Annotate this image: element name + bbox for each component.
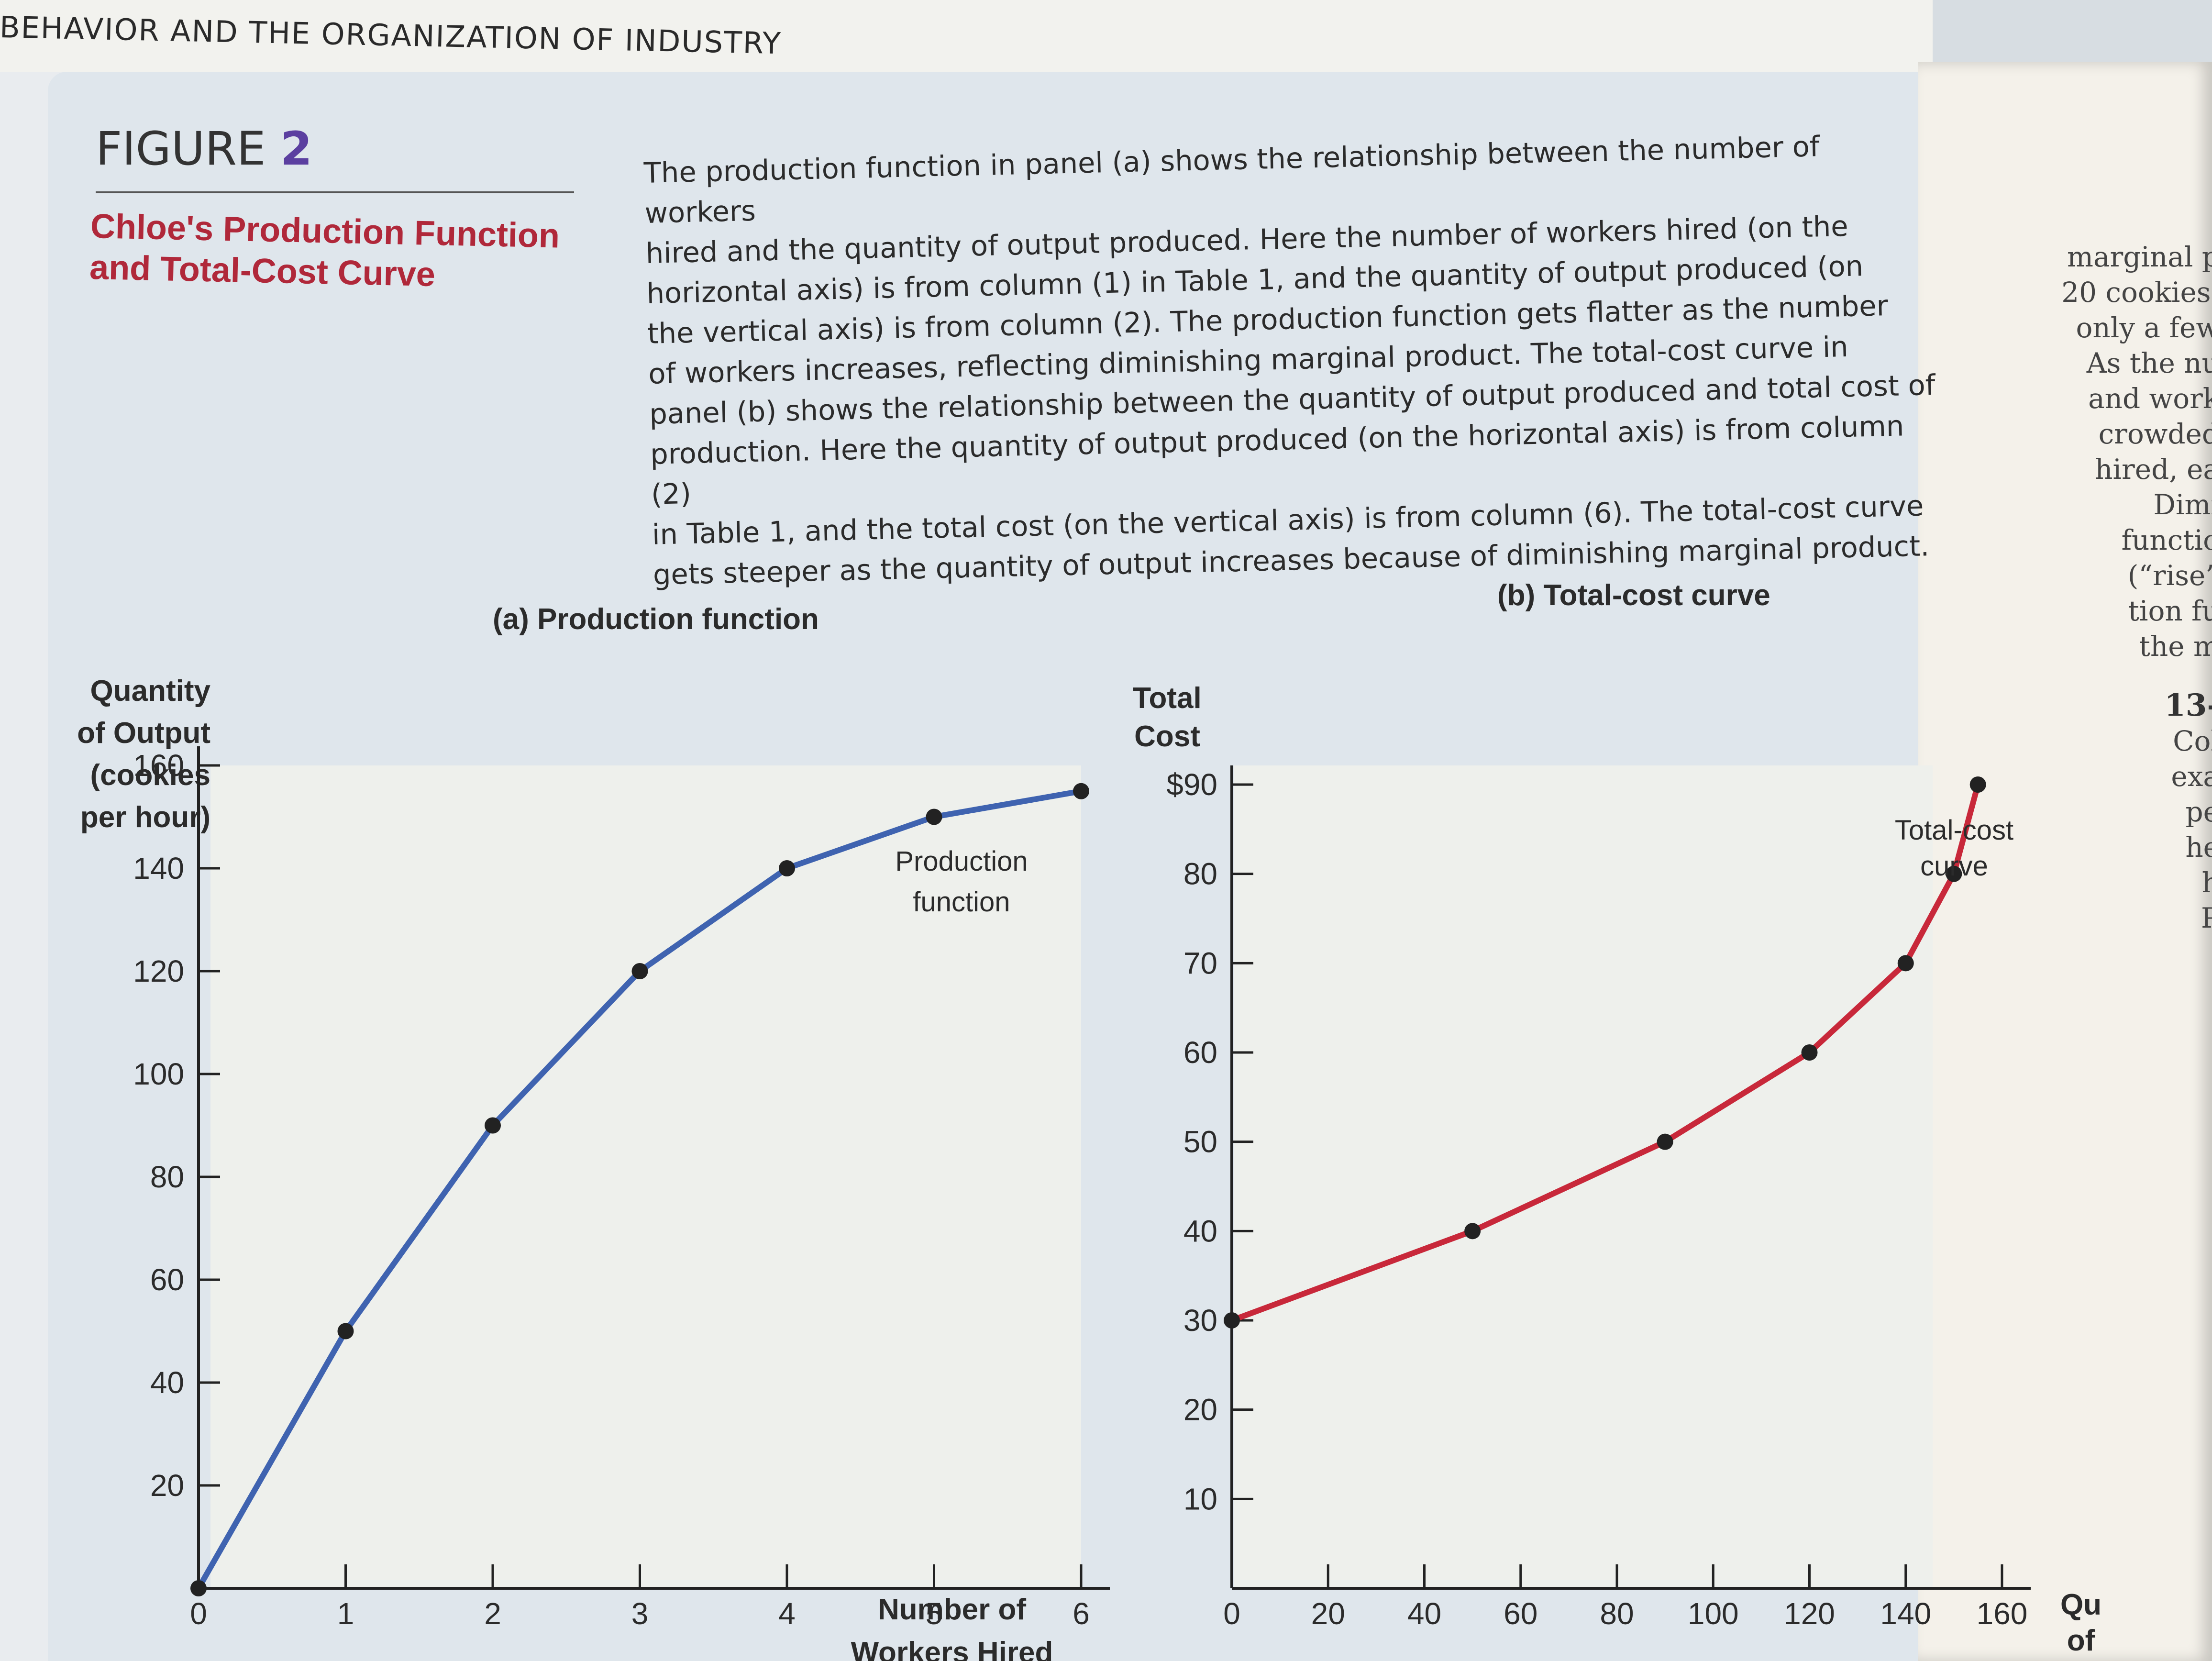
chart-a-y-tick-label: 120: [133, 954, 184, 988]
chart-a-x-tick-label: 1: [337, 1596, 354, 1631]
chart-a-title: (a) Production function: [493, 603, 819, 636]
chart-b-x-tick-label: 0: [1223, 1596, 1240, 1631]
chart-b-curve-label: Total-cost: [1895, 815, 2013, 846]
chart-a-data-point: [190, 1580, 207, 1596]
chart-a-y-tick-label: 80: [150, 1160, 184, 1194]
chart-a-x-tick-label: 2: [484, 1596, 501, 1631]
chart-a-y-tick-label: 100: [133, 1057, 184, 1091]
chart-a-y-tick-label: 40: [150, 1365, 184, 1400]
side-line: the m: [2139, 630, 2212, 663]
chart-b-x-tick-label: 160: [1977, 1596, 2028, 1631]
chart-b-data-point: [1946, 865, 1962, 882]
chart-a-y-tick-label: 140: [133, 851, 184, 886]
chart-a-curve-label: function: [913, 886, 1010, 918]
chart-b-y-tick-label: 70: [1183, 946, 1217, 980]
chart-a-x-tick-label: 0: [190, 1596, 207, 1631]
page-top-strip: [0, 0, 1933, 72]
chart-a-x-tick-label: 5: [926, 1596, 943, 1631]
chart-b-y-tick-label: 20: [1183, 1393, 1217, 1427]
chart-b-data-point: [1897, 955, 1914, 972]
side-line: hired, ea: [2095, 453, 2212, 486]
side-line: crowded: [2098, 418, 2212, 450]
facing-page-text: marginal p 20 cookies. only a few As the…: [2028, 239, 2212, 936]
side-line: exa: [2171, 760, 2212, 793]
figure-label: FIGURE 2: [96, 122, 312, 176]
chart-b-y-tick-label: 80: [1183, 857, 1217, 891]
side-line: As the nu: [2086, 347, 2212, 379]
chart-b-y-tick-label: 60: [1183, 1035, 1217, 1070]
chart-b-ylabel: Cost: [1134, 720, 1200, 753]
chart-b-xlabel: Qu: [2060, 1588, 2101, 1621]
chart-a-y-tick-label: 160: [133, 748, 184, 783]
chart-b-data-point: [1464, 1223, 1481, 1240]
side-line: h: [2201, 866, 2212, 899]
chart-a-data-point: [485, 1117, 501, 1134]
chart-a-x-tick-label: 4: [778, 1596, 796, 1631]
chart-a-data-point: [779, 860, 795, 876]
chart-b-x-tick-label: 20: [1311, 1596, 1345, 1631]
chart-b-title: (b) Total-cost curve: [1497, 579, 1770, 612]
chart-a-y-tick-label: 20: [150, 1468, 184, 1503]
chart-b-x-tick-label: 120: [1784, 1596, 1835, 1631]
side-line: P: [2201, 902, 2212, 934]
chart-a-plot-area: [210, 765, 1081, 1588]
chart-b-ylabel: Total: [1133, 682, 1202, 715]
side-line: functio: [2121, 524, 2212, 556]
chart-b-y-tick-label: $90: [1166, 767, 1217, 802]
chart-b-y-tick-label: 40: [1183, 1214, 1217, 1248]
side-line: (“rise”: [2127, 559, 2212, 592]
facing-page: [1918, 62, 2212, 1661]
chart-a-x-tick-label: 6: [1073, 1596, 1090, 1631]
side-section-number: 13-: [2164, 687, 2212, 723]
chart-b-y-tick-label: 10: [1183, 1482, 1217, 1516]
figure-number: 2: [280, 122, 312, 176]
chart-b-x-tick-label: 60: [1504, 1596, 1537, 1631]
chart-a-y-tick-label: 60: [150, 1262, 184, 1297]
chart-a-xlabel: Workers Hired: [851, 1636, 1053, 1661]
side-line: 20 cookies.: [2061, 276, 2212, 309]
chart-b-xlabel: of: [2067, 1624, 2095, 1657]
side-line: marginal p: [2067, 241, 2212, 273]
chart-b-x-tick-label: 140: [1880, 1596, 1931, 1631]
chart-b-data-point: [1224, 1312, 1240, 1329]
chart-a-x-tick-label: 3: [631, 1596, 649, 1631]
side-line: only a few: [2076, 311, 2212, 344]
chart-b-curve-label: curve: [1920, 851, 1988, 882]
chart-a-data-point: [926, 808, 942, 825]
side-line: and work: [2088, 382, 2212, 415]
figure-label-text: FIGURE: [96, 122, 266, 176]
chart-a-ylabel: of Output: [77, 717, 210, 750]
chart-a-data-point: [1073, 783, 1089, 799]
chart-a-ylabel: (cookies: [90, 759, 210, 792]
chart-a-xlabel: Number of: [878, 1593, 1026, 1626]
chart-a-data-point: [337, 1323, 354, 1340]
figure-rule: [96, 191, 574, 193]
chart-b-y-tick-label: 50: [1183, 1125, 1217, 1159]
chart-a-ylabel: per hour): [80, 801, 210, 834]
chart-b-x-tick-label: 100: [1688, 1596, 1739, 1631]
side-line: pe: [2185, 796, 2212, 828]
chart-a-data-point: [631, 963, 648, 979]
side-line: Dimi: [2153, 488, 2212, 521]
side-line: Col: [2173, 725, 2212, 757]
chart-b-x-tick-label: 40: [1407, 1596, 1441, 1631]
chart-b-x-tick-label: 80: [1600, 1596, 1634, 1631]
side-line: he: [2185, 831, 2212, 864]
chart-b-y-tick-label: 30: [1183, 1303, 1217, 1338]
side-line: tion fu: [2128, 595, 2212, 627]
chart-a-ylabel: Quantity: [90, 675, 211, 708]
chart-a-curve-label: Production: [895, 846, 1028, 877]
chart-b-data-point: [1801, 1044, 1818, 1061]
chart-b-data-point: [1657, 1133, 1673, 1150]
chart-b-data-point: [1969, 776, 1986, 793]
